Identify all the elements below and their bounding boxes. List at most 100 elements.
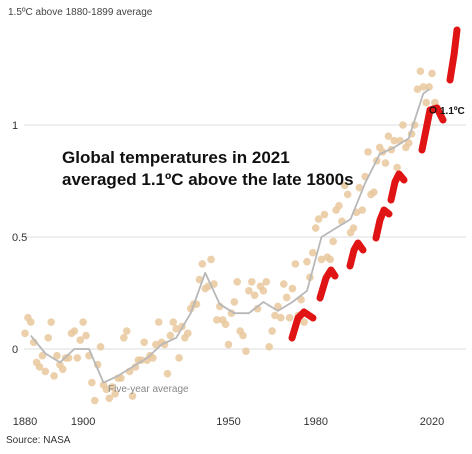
five-year-line-layer (30, 88, 430, 384)
annual-point-1950 (224, 340, 233, 349)
annual-point-1956 (242, 347, 250, 356)
annual-dots (21, 67, 439, 405)
annual-point-1953 (233, 278, 242, 286)
annual-point-1959 (250, 291, 259, 300)
annual-point-1988 (335, 201, 343, 210)
annual-point-1903 (88, 378, 96, 387)
annual-point-1898 (73, 354, 82, 362)
annual-point-1995 (355, 183, 364, 192)
red-check-mark-2 (346, 239, 367, 270)
annual-point-1966 (271, 311, 279, 320)
red-check-mark-3 (372, 206, 393, 242)
annual-point-1889 (47, 318, 55, 326)
annual-point-1985 (326, 255, 335, 264)
annual-point-1901 (82, 331, 90, 340)
source-note: Source: NASA (6, 435, 71, 446)
annual-point-2010 (399, 121, 407, 129)
annual-point-1973 (291, 260, 300, 268)
annual-point-1914 (120, 334, 128, 342)
y-tick-label-1: 0.5 (12, 232, 27, 244)
annual-point-1993 (349, 224, 358, 232)
annual-point-1972 (288, 284, 297, 293)
annual-point-2019 (425, 83, 433, 91)
x-tick-label-4: 2020 (420, 416, 444, 428)
annual-point-1965 (268, 327, 276, 335)
annual-point-1897 (70, 327, 79, 335)
annual-point-1962 (259, 286, 268, 295)
annual-point-1977 (303, 257, 311, 266)
annual-point-1886 (38, 351, 47, 360)
annual-point-1967 (274, 302, 282, 311)
annual-point-2015 (413, 85, 422, 93)
red-check-marks (288, 26, 461, 342)
annual-point-1915 (122, 327, 131, 335)
annual-point-2007 (390, 136, 399, 145)
annual-point-1946 (213, 316, 221, 324)
annual-point-1986 (329, 237, 337, 246)
annual-point-1979 (309, 248, 317, 257)
annual-point-1976 (300, 318, 308, 326)
annual-point-1900 (79, 318, 87, 326)
five-year-average-line (30, 88, 430, 384)
annual-point-1882 (27, 318, 35, 326)
annual-point-1917 (128, 392, 137, 400)
x-tick-label-0: 1880 (13, 416, 37, 428)
annual-point-1910 (108, 383, 117, 391)
annual-point-2021 (431, 98, 439, 107)
annual-point-1963 (262, 278, 271, 286)
x-tick-label-2: 1950 (216, 416, 240, 428)
x-tick-label-1: 1900 (71, 416, 95, 428)
annual-point-1929 (163, 369, 172, 378)
annual-point-1968 (277, 313, 285, 322)
annual-point-2018 (422, 98, 430, 107)
y-axis-title: 1.5ºC above 1880-1899 average (8, 7, 153, 18)
annual-point-1981 (314, 215, 323, 223)
annual-point-2005 (384, 132, 393, 140)
annual-point-1887 (41, 367, 50, 376)
x-tick-label-3: 1980 (303, 416, 327, 428)
annual-point-1990 (340, 181, 349, 190)
annual-point-1941 (198, 260, 207, 268)
annual-point-1909 (105, 394, 114, 403)
annual-point-1931 (169, 318, 178, 326)
annual-point-2020 (428, 69, 436, 78)
five-year-average-label: Five-year average (108, 384, 189, 395)
annual-point-1991 (343, 190, 352, 199)
annual-point-1888 (44, 334, 53, 342)
annual-point-1960 (253, 304, 262, 313)
annual-point-1904 (90, 396, 99, 405)
current-value-marker (429, 106, 437, 114)
annual-point-1891 (53, 351, 61, 360)
annual-point-1911 (111, 390, 119, 398)
annual-point-1957 (245, 286, 253, 295)
annual-point-2016 (416, 67, 425, 76)
annual-point-1924 (149, 354, 157, 362)
annual-point-1949 (221, 320, 230, 329)
annual-point-1970 (282, 293, 291, 302)
annual-point-1885 (35, 363, 44, 371)
y-tick-label-0: 1 (12, 120, 18, 132)
current-value-label: 1.1ºC (440, 106, 465, 117)
red-check-mark-1 (316, 266, 339, 302)
y-tick-label-2: 0 (12, 344, 18, 356)
annual-point-1925 (152, 340, 160, 349)
headline-line-1: Global temperatures in 2021 (62, 148, 290, 167)
annual-point-1926 (154, 318, 163, 326)
axis-labels: 1 0.5 0 1880 1900 1950 1980 2020 (12, 120, 444, 428)
annual-point-1890 (50, 372, 58, 380)
annual-point-2004 (381, 159, 390, 167)
red-check-mark-0 (288, 308, 317, 342)
annual-point-2017 (419, 83, 428, 91)
headline-line-2: averaged 1.1ºC above the late 1800s (62, 170, 354, 189)
annual-point-1964 (265, 342, 274, 351)
annual-point-1930 (166, 331, 175, 340)
annual-point-1893 (58, 365, 67, 373)
annual-point-1944 (207, 255, 215, 264)
annual-point-2008 (393, 163, 401, 172)
annual-point-1980 (311, 224, 320, 232)
annual-point-1955 (239, 331, 247, 340)
red-check-mark-6 (446, 26, 461, 84)
annual-point-1983 (320, 210, 329, 219)
annual-point-1906 (96, 342, 105, 351)
annual-point-1971 (285, 313, 294, 322)
